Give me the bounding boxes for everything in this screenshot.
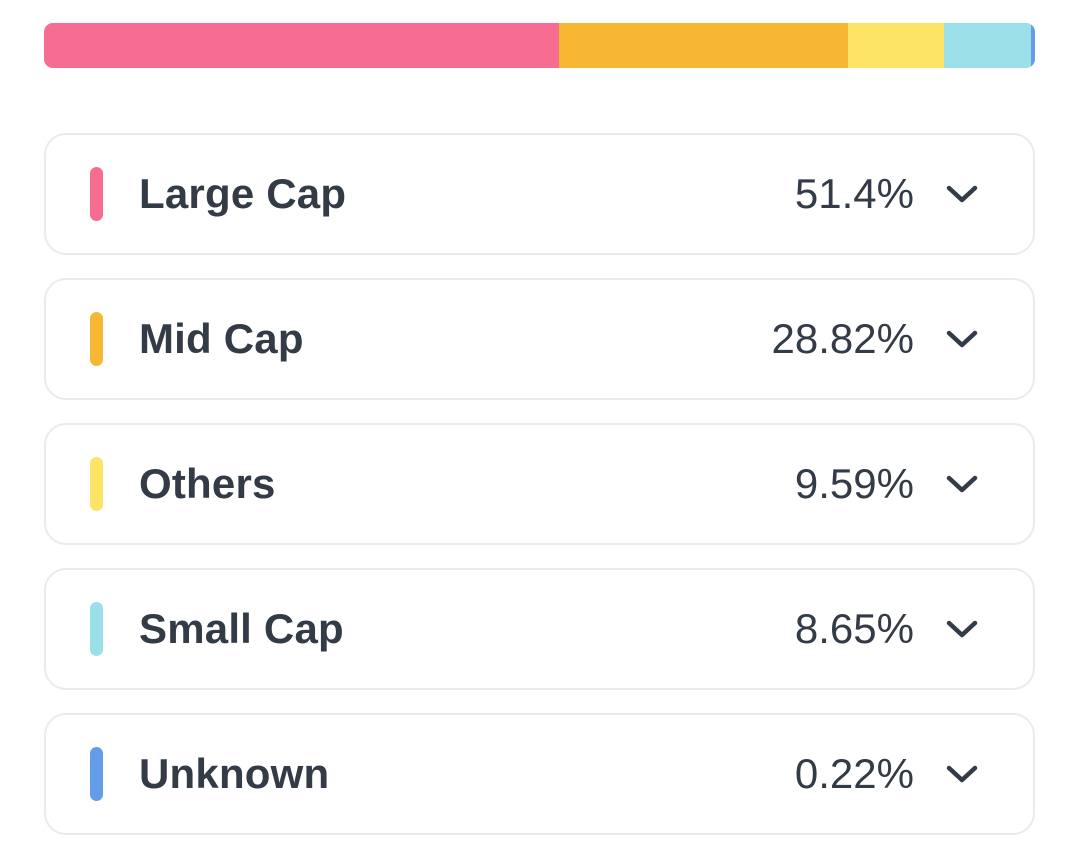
allocation-row-mid-cap[interactable]: Mid Cap 28.82% — [44, 278, 1035, 400]
category-label: Small Cap — [139, 605, 344, 652]
category-label: Large Cap — [139, 170, 347, 217]
chevron-down-icon[interactable] — [945, 618, 979, 640]
allocation-row-large-cap[interactable]: Large Cap 51.4% — [44, 133, 1035, 255]
allocation-row-small-cap[interactable]: Small Cap 8.65% — [44, 568, 1035, 690]
category-label: Unknown — [139, 750, 330, 797]
bar-segment-small-cap — [944, 23, 1031, 68]
allocation-row-unknown[interactable]: Unknown 0.22% — [44, 713, 1035, 835]
category-value: 28.82% — [771, 315, 914, 362]
chevron-down-icon[interactable] — [945, 328, 979, 350]
chevron-down-icon[interactable] — [945, 473, 979, 495]
bar-segment-unknown — [1031, 23, 1035, 68]
chevron-down-icon[interactable] — [945, 763, 979, 785]
bar-segment-mid-cap — [559, 23, 849, 68]
category-color-pill — [90, 457, 103, 511]
chevron-down-icon[interactable] — [945, 183, 979, 205]
category-label: Others — [139, 460, 276, 507]
category-color-pill — [90, 167, 103, 221]
bar-segment-others — [848, 23, 945, 68]
category-color-pill — [90, 602, 103, 656]
allocation-stacked-bar — [44, 23, 1035, 68]
category-value: 8.65% — [794, 605, 914, 652]
category-value: 0.22% — [794, 750, 914, 797]
category-value: 9.59% — [794, 460, 914, 507]
category-color-pill — [90, 312, 103, 366]
bar-segment-large-cap — [44, 23, 560, 68]
allocation-row-others[interactable]: Others 9.59% — [44, 423, 1035, 545]
category-color-pill — [90, 747, 103, 801]
category-label: Mid Cap — [139, 315, 304, 362]
category-value: 51.4% — [794, 170, 914, 217]
